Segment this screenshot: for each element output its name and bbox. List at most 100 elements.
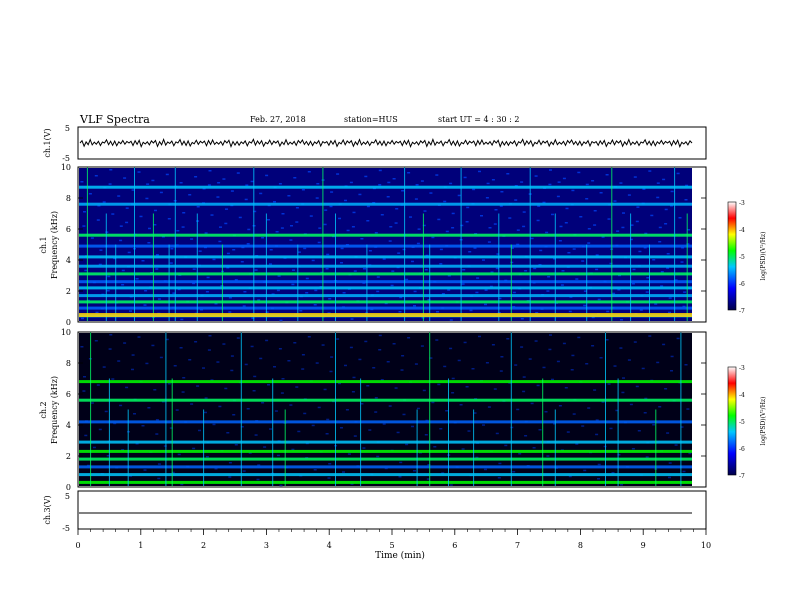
spectral-band — [79, 420, 692, 424]
spectrogram-noise — [293, 177, 297, 179]
spectrogram-noise — [495, 432, 499, 435]
spectrogram-noise — [645, 456, 649, 458]
spectrogram-noise — [378, 349, 382, 351]
spectrogram-noise — [179, 347, 183, 349]
spectrogram-noise — [666, 432, 670, 434]
spectrogram-noise — [546, 290, 550, 292]
spectrogram-noise — [389, 226, 393, 228]
spectral-band — [79, 244, 692, 248]
spectrogram-noise — [204, 232, 208, 234]
spectrogram-noise — [167, 383, 171, 385]
spectrogram-noise — [102, 366, 106, 368]
spectrogram-noise — [157, 463, 161, 465]
spectrogram-noise — [196, 385, 200, 387]
spectrogram-noise — [635, 385, 639, 388]
spectrogram-noise — [226, 432, 230, 434]
spectrogram-noise — [205, 291, 209, 293]
spectrogram-noise — [230, 355, 234, 357]
spectrogram-noise — [670, 370, 673, 372]
spectrogram-noise — [429, 357, 433, 359]
spectral-band — [79, 440, 692, 444]
spectrogram-noise — [351, 226, 355, 228]
spectrogram-noise — [261, 237, 265, 239]
spectrogram-noise — [482, 424, 485, 426]
spectrogram-noise — [324, 209, 328, 211]
spectrogram-noise — [506, 173, 510, 175]
y-tick-label: 8 — [66, 359, 71, 368]
spectrogram-noise — [681, 247, 685, 249]
spectrogram-noise — [388, 240, 392, 242]
spectrogram-noise — [188, 194, 192, 196]
spectrogram-noise — [544, 411, 548, 413]
spectrogram-noise — [409, 216, 412, 218]
spectrogram-noise — [611, 472, 615, 474]
spectrogram-noise — [467, 430, 471, 432]
spectrogram-noise — [485, 362, 489, 364]
spectrogram-noise — [556, 195, 560, 198]
spectrogram-noise — [153, 389, 157, 391]
spectrogram-noise — [664, 223, 668, 225]
spectrogram-noise — [299, 310, 303, 312]
spectrogram-noise — [504, 444, 508, 447]
spectrogram-noise — [358, 193, 362, 196]
spectrogram-noise — [139, 215, 143, 218]
spectrogram-noise — [173, 365, 177, 367]
spectrogram-noise — [595, 433, 599, 436]
spectrogram-noise — [605, 174, 609, 176]
spectrogram-noise — [301, 189, 305, 191]
spectrogram-noise — [346, 229, 350, 232]
x-axis: 0 1 2 3 4 5 6 7 8 9 10 — [75, 529, 711, 550]
spectrogram-noise — [494, 209, 498, 211]
spectrogram-noise — [163, 445, 167, 447]
spectrogram-noise — [344, 199, 347, 202]
spectrogram-noise — [196, 206, 200, 208]
spectrogram-noise — [315, 362, 319, 364]
spectrogram-background — [79, 333, 692, 486]
spectrogram-noise — [301, 354, 305, 356]
colorbar-tick-label: -6 — [739, 281, 745, 288]
spectrogram-noise — [668, 462, 672, 464]
spectrogram-noise — [252, 390, 256, 392]
spectrogram-noise — [644, 232, 648, 235]
colorbar-tick-label: -4 — [739, 227, 745, 234]
spectrogram-noise — [587, 407, 591, 409]
x-tick-label: 5 — [389, 541, 394, 550]
spectrogram-noise — [585, 183, 589, 186]
spectrogram-noise — [338, 217, 341, 220]
spectrogram-noise — [397, 252, 401, 254]
y-tick-label: 0 — [66, 318, 71, 327]
spectral-band — [79, 480, 692, 484]
spectrogram-noise — [190, 403, 194, 405]
spectrogram-noise — [493, 223, 497, 225]
spectrogram-noise — [648, 335, 652, 337]
spectrogram-noise — [157, 477, 161, 480]
spectrogram-noise — [175, 409, 179, 411]
spectrogram-noise — [392, 343, 396, 345]
spectrogram-noise — [154, 209, 157, 212]
spectrogram-noise — [639, 309, 643, 311]
spectrogram-noise — [250, 180, 254, 183]
spectrogram-noise — [90, 402, 94, 404]
spectrogram-noise — [463, 341, 467, 344]
spectrogram-noise — [384, 467, 388, 470]
spectrogram-noise — [352, 376, 356, 379]
spectrogram-noise — [246, 243, 250, 245]
spectrogram-noise — [583, 469, 587, 472]
spectrogram-noise — [376, 455, 380, 458]
spectrogram-noise — [402, 413, 406, 416]
spectrogram-noise — [558, 240, 562, 242]
spectral-band — [79, 272, 692, 276]
spectrogram-noise — [633, 176, 637, 178]
spectrogram-noise — [247, 228, 251, 231]
spectrogram-noise — [123, 177, 127, 179]
spectrogram-noise — [431, 236, 435, 239]
y-tick-label: 10 — [61, 163, 71, 172]
spectrogram-noise — [399, 461, 403, 464]
spectrogram-noise — [345, 409, 349, 411]
x-tick-label: 0 — [75, 541, 80, 550]
spectrogram-noise — [645, 291, 649, 293]
spectrogram-noise — [484, 303, 487, 306]
spectrogram-noise — [279, 484, 283, 487]
spectrogram-noise — [207, 349, 211, 351]
spectrogram-noise — [226, 267, 230, 269]
